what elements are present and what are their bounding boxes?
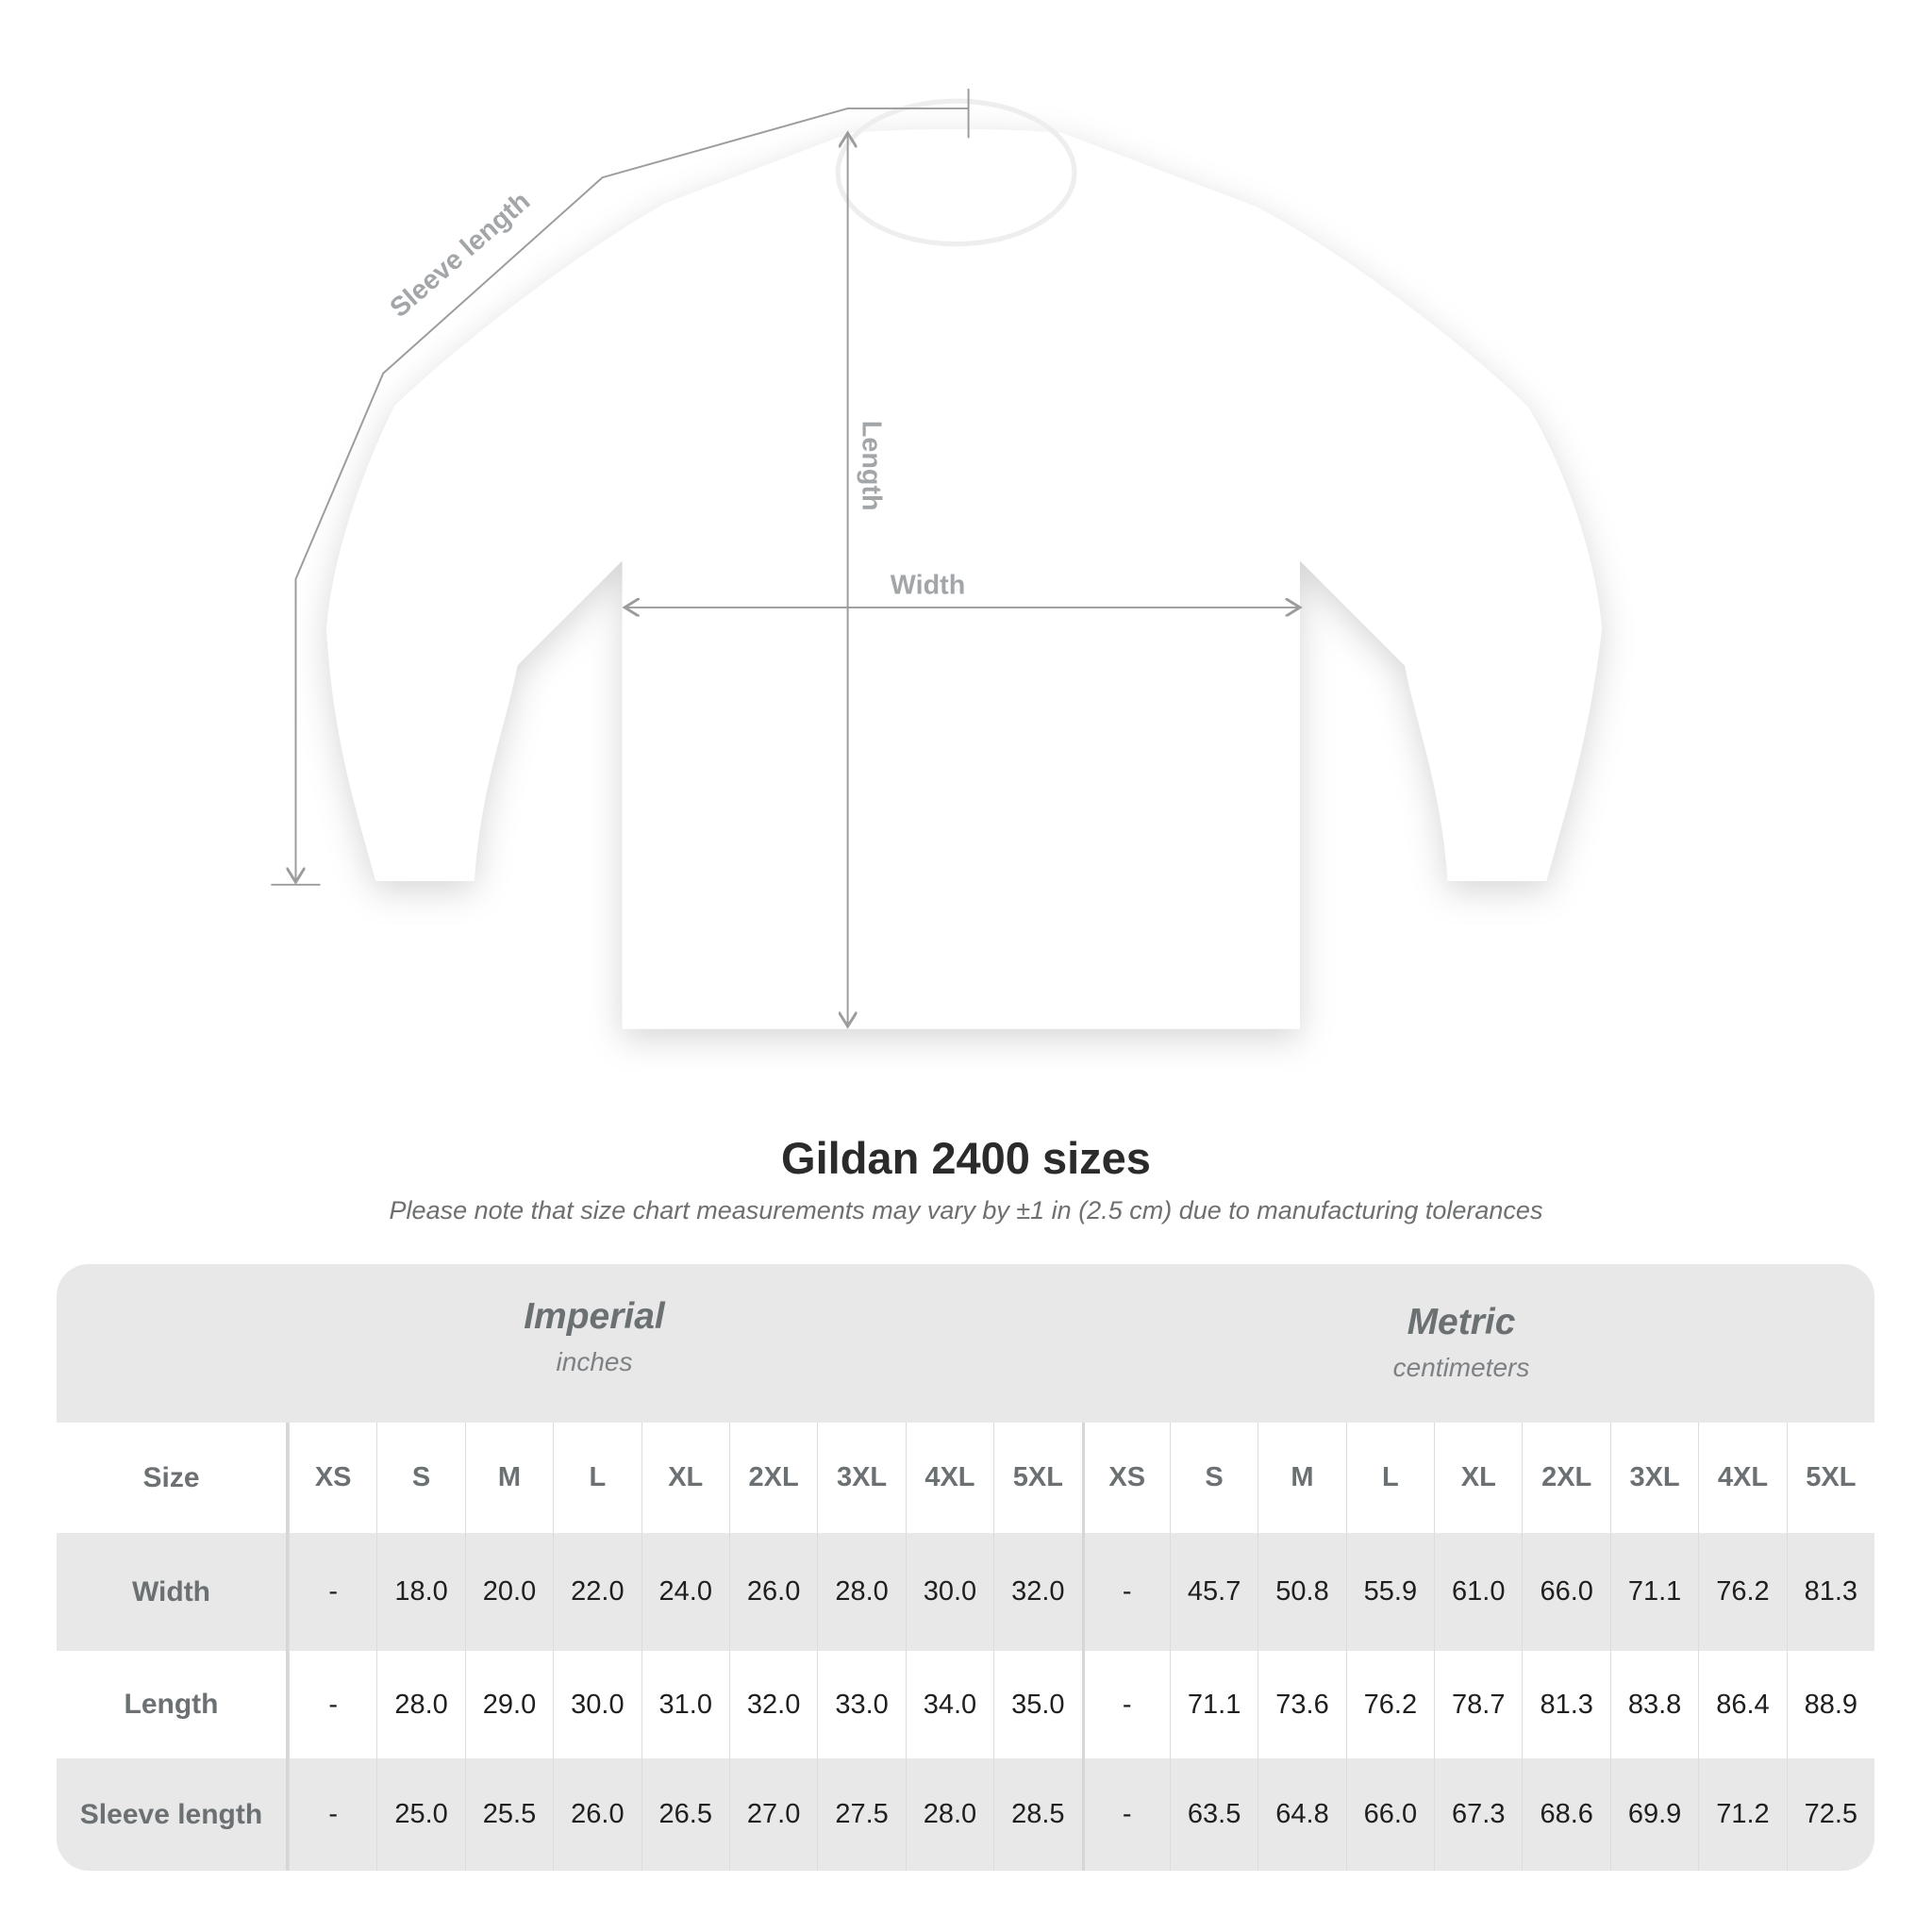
value-cell-metric: 45.7 xyxy=(1169,1533,1257,1651)
value-cell-imperial: 27.5 xyxy=(817,1758,905,1871)
width-label: Width xyxy=(891,571,965,601)
value-cell-imperial: 25.0 xyxy=(376,1758,464,1871)
sleeve-length-label: Sleeve length xyxy=(384,186,536,324)
value-cell-metric: 83.8 xyxy=(1609,1651,1698,1758)
value-cell-metric: 88.9 xyxy=(1786,1651,1874,1758)
size-header-imperial: 2XL xyxy=(728,1423,817,1533)
value-cell-metric: 81.3 xyxy=(1786,1533,1874,1651)
size-header-imperial: 3XL xyxy=(817,1423,905,1533)
value-cell-imperial: 30.0 xyxy=(553,1651,641,1758)
value-cell-imperial: 28.0 xyxy=(817,1533,905,1651)
collar xyxy=(835,98,1077,247)
size-header-row: Size XS S M L XL 2XL 3XL 4XL 5XL XS S M L XL 2XL 3XL 4XL 5… xyxy=(57,1423,1874,1533)
value-cell-imperial: 28.0 xyxy=(376,1651,464,1758)
value-cell-imperial: 26.0 xyxy=(553,1758,641,1871)
value-cell-metric: 72.5 xyxy=(1786,1758,1874,1871)
row-label: Size xyxy=(57,1423,289,1533)
imperial-unit: inches xyxy=(556,1347,633,1376)
size-header-imperial: L xyxy=(553,1423,641,1533)
value-cell-metric: 86.4 xyxy=(1698,1651,1786,1758)
value-cell-metric: 68.6 xyxy=(1522,1758,1609,1871)
value-cell-imperial: - xyxy=(289,1758,376,1871)
value-cell-imperial: 30.0 xyxy=(905,1533,993,1651)
value-cell-metric: 61.0 xyxy=(1434,1533,1522,1651)
value-cell-imperial: 28.5 xyxy=(993,1758,1081,1871)
value-cell-metric: 66.0 xyxy=(1522,1533,1609,1651)
row-label: Length xyxy=(57,1651,289,1758)
value-cell-metric: 81.3 xyxy=(1522,1651,1609,1758)
imperial-title: Imperial xyxy=(524,1296,665,1337)
size-header-metric: 3XL xyxy=(1609,1423,1698,1533)
size-header-imperial: S xyxy=(376,1423,464,1533)
size-header-imperial: 5XL xyxy=(993,1423,1081,1533)
row-label: Sleeve length xyxy=(57,1758,289,1871)
value-cell-imperial: 27.0 xyxy=(728,1758,817,1871)
size-header-metric: M xyxy=(1257,1423,1345,1533)
tolerance-note: Please note that size chart measurements… xyxy=(389,1196,1543,1224)
table-row: Length -28.0 29.0 30.0 31.0 32.0 33.0 34.0 35.0-… xyxy=(57,1651,1874,1758)
value-cell-imperial: 33.0 xyxy=(817,1651,905,1758)
value-cell-metric: 66.0 xyxy=(1345,1758,1434,1871)
table-row: Sleeve length -25.0 25.5 26.0 26.5 27.0 27.5 28… xyxy=(57,1758,1874,1871)
value-cell-imperial: 25.5 xyxy=(464,1758,553,1871)
value-cell-imperial: 22.0 xyxy=(553,1533,641,1651)
size-header-metric: 4XL xyxy=(1698,1423,1786,1533)
value-cell-metric: 71.1 xyxy=(1609,1533,1698,1651)
value-cell-imperial: 24.0 xyxy=(641,1533,729,1651)
value-cell-imperial: 20.0 xyxy=(464,1533,553,1651)
value-cell-metric: 64.8 xyxy=(1257,1758,1345,1871)
value-cell-imperial: 35.0 xyxy=(993,1651,1081,1758)
size-header-imperial: 4XL xyxy=(905,1423,993,1533)
size-header-metric: XL xyxy=(1434,1423,1522,1533)
value-cell-metric: 71.1 xyxy=(1169,1651,1257,1758)
value-cell-metric: 69.9 xyxy=(1609,1758,1698,1871)
value-cell-imperial: 34.0 xyxy=(905,1651,993,1758)
value-cell-imperial: - xyxy=(289,1533,376,1651)
value-cell-metric: 78.7 xyxy=(1434,1651,1522,1758)
size-header-imperial: XL xyxy=(641,1423,729,1533)
value-cell-imperial: 29.0 xyxy=(464,1651,553,1758)
value-cell-imperial: 28.0 xyxy=(905,1758,993,1871)
measure-lines xyxy=(271,89,1300,1026)
metric-title: Metric xyxy=(1407,1302,1516,1342)
value-cell-imperial: 18.0 xyxy=(376,1533,464,1651)
value-cell-imperial: 32.0 xyxy=(993,1533,1081,1651)
size-header-metric: 2XL xyxy=(1522,1423,1609,1533)
value-cell-metric: 63.5 xyxy=(1169,1758,1257,1871)
value-cell-metric: - xyxy=(1081,1651,1170,1758)
value-cell-imperial: 26.5 xyxy=(641,1758,729,1871)
value-cell-metric: 76.2 xyxy=(1345,1651,1434,1758)
size-table: Imperial inches Metric centimeters Size X… xyxy=(57,1264,1874,1871)
sleeve-length-line xyxy=(295,107,969,882)
value-cell-metric: 73.6 xyxy=(1257,1651,1345,1758)
size-header-metric: S xyxy=(1169,1423,1257,1533)
value-cell-metric: 67.3 xyxy=(1434,1758,1522,1871)
size-header-metric: L xyxy=(1345,1423,1434,1533)
value-cell-metric: 71.2 xyxy=(1698,1758,1786,1871)
page-title: Gildan 2400 sizes xyxy=(781,1133,1151,1183)
value-cell-metric: 76.2 xyxy=(1698,1533,1786,1651)
value-cell-imperial: 32.0 xyxy=(728,1651,817,1758)
size-header-metric: XS xyxy=(1081,1423,1170,1533)
value-cell-metric: 55.9 xyxy=(1345,1533,1434,1651)
long-sleeve-shirt xyxy=(326,129,1602,1029)
size-header-metric: 5XL xyxy=(1786,1423,1874,1533)
row-label: Width xyxy=(57,1533,289,1651)
imperial-header: Imperial inches xyxy=(358,1296,830,1377)
value-cell-metric: - xyxy=(1081,1758,1170,1871)
length-label: Length xyxy=(856,421,886,511)
value-cell-imperial: 31.0 xyxy=(641,1651,729,1758)
metric-unit: centimeters xyxy=(1392,1353,1530,1382)
value-cell-metric: 50.8 xyxy=(1257,1533,1345,1651)
value-cell-imperial: 26.0 xyxy=(728,1533,817,1651)
size-header-imperial: XS xyxy=(289,1423,376,1533)
metric-header: Metric centimeters xyxy=(1225,1302,1697,1383)
table-row: Width -18.0 20.0 22.0 24.0 26.0 28.0 30.0 32.0-4… xyxy=(57,1533,1874,1651)
size-header-imperial: M xyxy=(464,1423,553,1533)
value-cell-imperial: - xyxy=(289,1651,376,1758)
shirt-diagram: Sleeve length Length Width xyxy=(271,89,1602,1132)
value-cell-metric: - xyxy=(1081,1533,1170,1651)
